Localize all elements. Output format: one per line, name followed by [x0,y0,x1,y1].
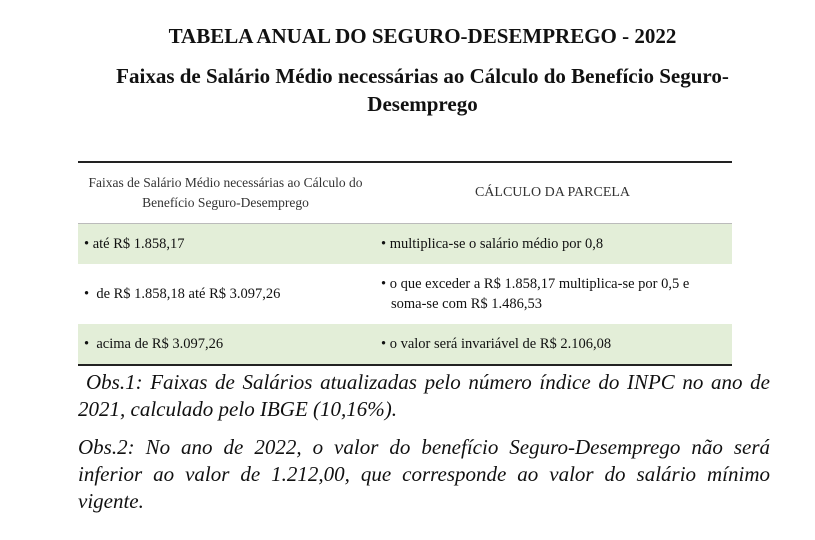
header-calculation: CÁLCULO DA PARCELA [474,185,631,200]
table-row: • acima de R$ 3.097,26 • o valor será in… [78,324,732,365]
calculation-cell: • o valor será invariável de R$ 2.106,08 [373,324,732,365]
salary-range-cell: • acima de R$ 3.097,26 [78,324,373,365]
salary-range-cell: • de R$ 1.858,18 até R$ 3.097,26 [84,285,281,302]
note-2: Obs.2: No ano de 2022, o valor do benefí… [78,435,770,513]
document-title: TABELA ANUAL DO SEGURO-DESEMPREGO - 2022 [168,24,677,48]
note-1: Obs.1: Faixas de Salários atualizadas pe… [78,370,770,421]
salary-range-cell: • até R$ 1.858,17 [78,223,373,264]
table-header-row: Faixas de Salário Médio necessárias ao C… [78,162,732,224]
calculation-cell: • o que exceder a R$ 1.858,17 multiplica… [381,276,690,312]
calculation-cell: • multiplica-se o salário médio por 0,8 [373,223,732,264]
document-subtitle: Faixas de Salário Médio necessárias ao C… [0,62,815,118]
benefit-table: Faixas de Salário Médio necessárias ao C… [78,161,732,366]
table-row: • de R$ 1.858,18 até R$ 3.097,26 • o que… [78,264,732,324]
table-row: • até R$ 1.858,17 • multiplica-se o salá… [78,223,732,264]
header-salary-range: Faixas de Salário Médio necessárias ao C… [88,175,363,210]
subtitle-text: Faixas de Salário Médio necessárias ao C… [116,64,729,116]
